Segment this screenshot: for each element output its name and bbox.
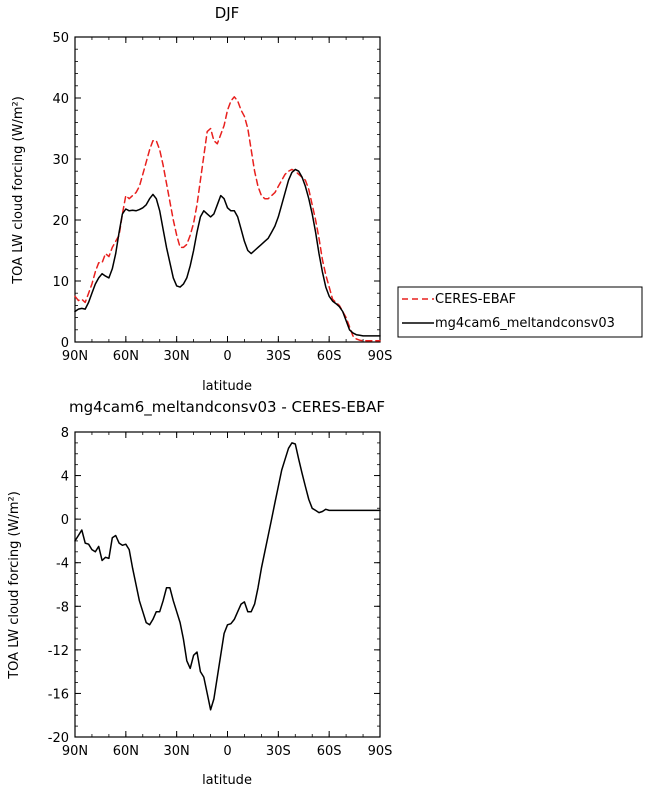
- bottom-y-tick-label: -12: [48, 644, 69, 659]
- top-axis-ticks: [74, 36, 381, 343]
- bottom-x-tick-labels: 90N 60N 30N 0 30S 60S 90S: [62, 744, 393, 759]
- top-series-line-1: [74, 168, 381, 337]
- legend-label-model: mg4cam6_meltandconsv03: [435, 316, 615, 331]
- legend-box: [397, 286, 643, 338]
- legend-label-ceres: CERES-EBAF: [435, 292, 516, 307]
- bottom-x-tick-label: 90S: [368, 744, 393, 759]
- top-series-lines: [74, 96, 381, 342]
- bottom-panel: mg4cam6_meltandconsv03 - CERES-EBAF 8 4 0 -…: [7, 398, 392, 788]
- top-x-axis-title: latitude: [202, 379, 252, 394]
- bottom-y-tick-label: -4: [56, 557, 69, 572]
- top-x-tick-label: 90S: [368, 349, 393, 364]
- top-y-tick-labels: 0 10 20 30 40 50: [52, 31, 69, 351]
- bottom-y-tick-label: -16: [48, 687, 69, 702]
- top-x-tick-label: 30N: [164, 349, 190, 364]
- top-y-tick-label: 30: [52, 153, 69, 168]
- top-panel: DJF 0 10 20 30 40 50 90N 60N 30N 0 30S 60S 90S lati…: [11, 4, 392, 394]
- top-y-tick-label: 10: [52, 275, 69, 290]
- top-x-tick-label: 90N: [62, 349, 88, 364]
- top-x-tick-label: 30S: [266, 349, 291, 364]
- bottom-series-line-0: [74, 442, 381, 711]
- bottom-x-axis-title: latitude: [202, 773, 252, 788]
- bottom-y-tick-labels: 8 4 0 -4 -8 -12 -16 -20: [48, 426, 69, 746]
- bottom-x-tick-label: 30S: [266, 744, 291, 759]
- bottom-y-tick-label: 4: [61, 470, 69, 485]
- bottom-x-tick-label: 0: [223, 744, 231, 759]
- top-x-tick-label: 0: [223, 349, 231, 364]
- bottom-axis-ticks: [74, 431, 381, 738]
- legend: CERES-EBAF mg4cam6_meltandconsv03: [397, 286, 643, 338]
- bottom-chart-title: mg4cam6_meltandconsv03 - CERES-EBAF: [69, 398, 385, 417]
- bottom-y-tick-label: -8: [56, 600, 69, 615]
- bottom-y-tick-label: -20: [48, 731, 69, 746]
- top-x-tick-labels: 90N 60N 30N 0 30S 60S 90S: [62, 349, 393, 364]
- bottom-x-tick-label: 60S: [317, 744, 342, 759]
- bottom-series-lines: [74, 442, 381, 711]
- bottom-x-tick-label: 30N: [164, 744, 190, 759]
- bottom-plot-frame: [74, 431, 381, 738]
- top-x-tick-label: 60S: [317, 349, 342, 364]
- top-plot-frame: [74, 36, 381, 343]
- bottom-y-axis-title: TOA LW cloud forcing (W/m²): [7, 491, 22, 680]
- top-chart-title: DJF: [215, 4, 240, 22]
- bottom-x-tick-label: 90N: [62, 744, 88, 759]
- top-y-tick-label: 0: [61, 336, 69, 351]
- bottom-y-tick-label: 0: [61, 513, 69, 528]
- top-y-tick-label: 20: [52, 214, 69, 229]
- top-x-tick-label: 60N: [113, 349, 139, 364]
- bottom-x-tick-label: 60N: [113, 744, 139, 759]
- top-y-tick-label: 40: [52, 92, 69, 107]
- top-series-line-0: [74, 96, 381, 342]
- bottom-y-tick-label: 8: [61, 426, 69, 441]
- top-y-tick-label: 50: [52, 31, 69, 46]
- top-y-axis-title: TOA LW cloud forcing (W/m²): [11, 96, 26, 285]
